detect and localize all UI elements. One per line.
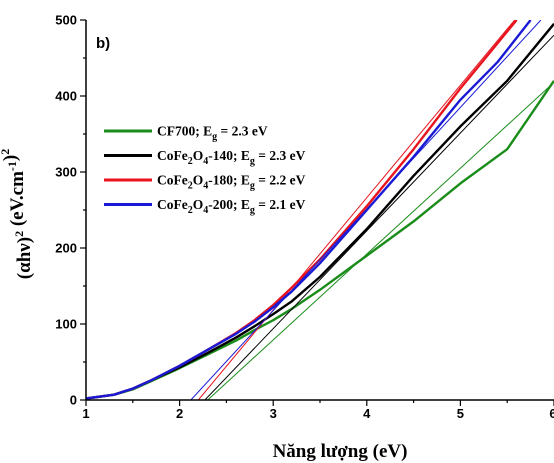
x-tick-label: 2 — [176, 406, 183, 421]
legend-label-3: CoFe2O4-180; Eg = 2.2 eV — [157, 173, 306, 192]
axis-layer: 1 2 3 4 5 6 0 100 200 300 400 500 — [55, 13, 554, 421]
legend-label-1: CF700; Eg = 2.3 eV — [157, 124, 268, 143]
x-axis-title: Năng lượng (eV) — [273, 441, 408, 462]
panel-label: b) — [96, 35, 110, 52]
y-tick-label: 300 — [55, 165, 77, 180]
legend-label-4: CoFe2O4-200; Eg = 2.1 eV — [157, 197, 306, 216]
x-tick-label: 1 — [82, 406, 89, 421]
y-tick-label: 400 — [55, 89, 77, 104]
x-tick-label: 5 — [457, 406, 464, 421]
y-tick-label: 500 — [55, 13, 77, 28]
legend-layer: CF700; Eg = 2.3 eV CoFe2O4-140; Eg = 2.3 … — [104, 124, 306, 216]
x-tick-label: 4 — [363, 406, 371, 421]
y-tick-label: 0 — [70, 393, 77, 408]
x-tick-label: 6 — [549, 406, 554, 421]
tangent-line-4 — [190, 20, 542, 400]
tangent-line-1 — [207, 81, 554, 400]
y-axis-title: (αhν)2 (eV.cm-1)2 — [0, 149, 35, 279]
y-tick-label: 200 — [55, 241, 77, 256]
legend-label-2: CoFe2O4-140; Eg = 2.3 eV — [157, 148, 306, 167]
tangent-line-2 — [204, 34, 554, 400]
plot-layer — [86, 20, 554, 400]
y-tick-label: 100 — [55, 317, 77, 332]
series-line-4 — [86, 20, 532, 400]
tangent-line-3 — [197, 20, 516, 400]
x-tick-label: 3 — [270, 406, 277, 421]
